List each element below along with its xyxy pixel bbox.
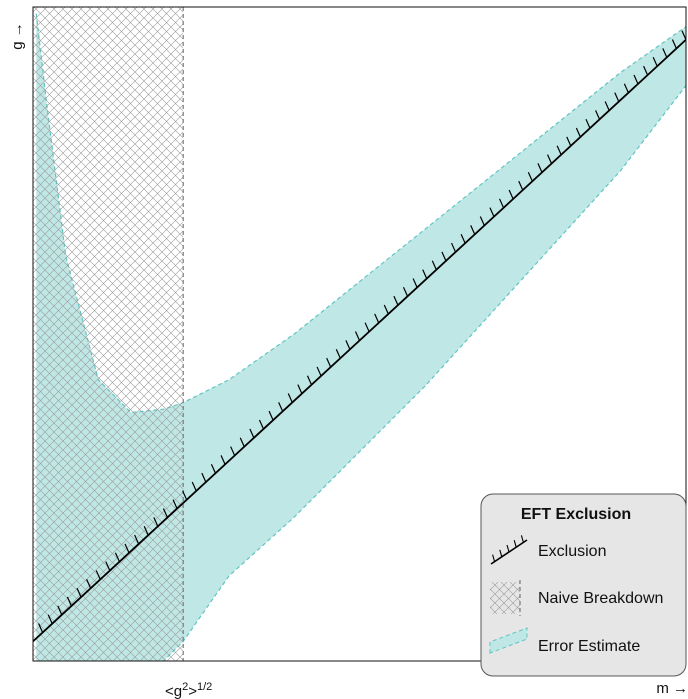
x-tick-label: <g2>1/2	[165, 681, 212, 699]
exclusion-hatch-tick	[297, 384, 303, 394]
exclusion-hatch-tick	[662, 48, 668, 58]
exclusion-hatch-tick	[345, 340, 351, 350]
legend-title: EFT Exclusion	[521, 506, 631, 523]
x-tick-label-sup1: 2	[182, 681, 188, 693]
exclusion-hatch-tick	[316, 366, 322, 377]
exclusion-hatch-tick	[57, 605, 63, 616]
legend-item-error-estimate: Error Estimate	[489, 627, 640, 655]
x-tick-label-base: <g	[165, 683, 182, 699]
legend-exclusion-tick	[520, 535, 524, 543]
y-axis-label: g →	[9, 22, 26, 50]
exclusion-hatch-tick	[287, 393, 293, 403]
exclusion-hatch-tick	[556, 145, 562, 155]
legend-exclusion-tick	[506, 544, 510, 553]
plot-frame	[32, 6, 687, 662]
exclusion-hatch-tick	[172, 499, 178, 509]
exclusion-hatch-tick	[441, 251, 447, 262]
x-tick-label-mid: >	[188, 683, 197, 699]
legend-box	[480, 493, 687, 677]
exclusion-hatch-tick	[153, 517, 159, 527]
legend-item-naive-breakdown: Naive Breakdown	[490, 580, 663, 616]
exclusion-hatch-tick	[335, 348, 341, 359]
exclusion-hatch-tick	[278, 402, 284, 412]
exclusion-hatch-tick	[210, 464, 217, 474]
exclusion-hatch-tick	[508, 189, 514, 200]
exclusion-hatch-tick	[258, 419, 265, 430]
legend-label-error-estimate: Error Estimate	[538, 638, 640, 655]
legend-exclusion-tick	[492, 554, 496, 562]
exclusion-hatch-tick	[623, 83, 629, 94]
exclusion-hatch-tick	[412, 278, 418, 288]
exclusion-hatch-tick	[595, 110, 601, 120]
exclusion-hatch-tick	[681, 30, 686, 40]
exclusion-hatch-tick	[575, 127, 581, 138]
exclusion-hatch-tick	[143, 525, 149, 536]
exclusion-hatch-tick	[124, 543, 130, 554]
exclusion-hatch-tick	[134, 534, 140, 545]
exclusion-hatch-tick	[230, 446, 236, 456]
error-band-lower-edge	[36, 85, 686, 661]
exclusion-hatch-tick	[566, 136, 572, 147]
exclusion-hatch-tick	[383, 304, 389, 315]
exclusion-hatch-tick	[614, 92, 620, 102]
error-band-swatch-icon	[489, 627, 528, 654]
exclusion-hatch-tick	[162, 508, 168, 518]
exclusion-hatch-tick	[518, 180, 524, 191]
exclusion-hatch-tick	[182, 490, 188, 501]
exclusion-hatch-tick	[95, 570, 101, 580]
exclusion-hatch-tick	[470, 225, 476, 235]
legend-exclusion-tick	[513, 540, 517, 548]
exclusion-hatch-tick	[585, 118, 591, 129]
exclusion-hatch-tick	[450, 242, 457, 253]
exclusion-hatch-tick	[66, 596, 72, 607]
exclusion-hatch-tick	[239, 437, 245, 447]
exclusion-hatch-tick	[460, 233, 466, 244]
exclusion-hatch-tick	[47, 614, 53, 624]
exclusion-hatch-tick	[38, 623, 44, 633]
exclusion-hatch-tick	[643, 65, 649, 76]
exclusion-hatch-tick	[422, 269, 428, 279]
naive-breakdown-region	[33, 7, 184, 661]
exclusion-hatch-tick	[671, 39, 677, 49]
plot-area	[33, 7, 686, 661]
exclusion-hatch-tick	[393, 295, 399, 306]
exclusion-hatch-tick	[249, 428, 255, 439]
exclusion-hatch-tick	[326, 357, 332, 368]
exclusion-hatch-tick	[374, 313, 380, 324]
crosshatch-swatch-icon	[490, 582, 520, 614]
exclusion-hatch-tick	[86, 579, 92, 589]
exclusion-hatch-tick	[201, 472, 207, 483]
exclusion-hatch-tick	[604, 101, 610, 111]
exclusion-hatch-tick	[268, 410, 274, 421]
legend: EFT Exclusion Exclusion Naive Breakdown …	[480, 493, 687, 677]
exclusion-hatch-tick	[537, 163, 543, 173]
exclusion-hatch-tick	[527, 172, 533, 182]
x-tick-label-sup2: 1/2	[197, 681, 212, 693]
exclusion-hatch-tick	[191, 481, 197, 492]
exclusion-hatch-tick	[306, 375, 313, 386]
exclusion-hatched-line-icon	[490, 535, 528, 565]
exclusion-hatch-tick	[652, 57, 658, 67]
legend-item-exclusion: Exclusion	[490, 535, 606, 565]
exclusion-hatch-tick	[354, 331, 361, 341]
exclusion-hatch-tick	[114, 552, 120, 562]
legend-exclusion-tick	[499, 549, 503, 557]
exclusion-hatch-tick	[633, 74, 639, 85]
legend-label-naive-breakdown: Naive Breakdown	[538, 590, 663, 607]
error-band-fill	[36, 13, 686, 661]
legend-label-exclusion: Exclusion	[538, 543, 606, 560]
exclusion-hatch-tick	[402, 287, 409, 297]
exclusion-hatch-tick	[76, 587, 82, 598]
exclusion-hatch-tick	[364, 322, 370, 332]
exclusion-hatch-tick	[105, 561, 111, 571]
x-axis-label: m →	[656, 680, 688, 697]
exclusion-hatch-tick	[220, 455, 226, 465]
exclusion-hatch-tick	[547, 154, 553, 164]
exclusion-hatch-tick	[498, 198, 505, 209]
exclusion-hatch-tick	[489, 207, 495, 217]
exclusion-hatch-tick	[431, 260, 437, 270]
exclusion-hatch-tick	[479, 216, 485, 226]
